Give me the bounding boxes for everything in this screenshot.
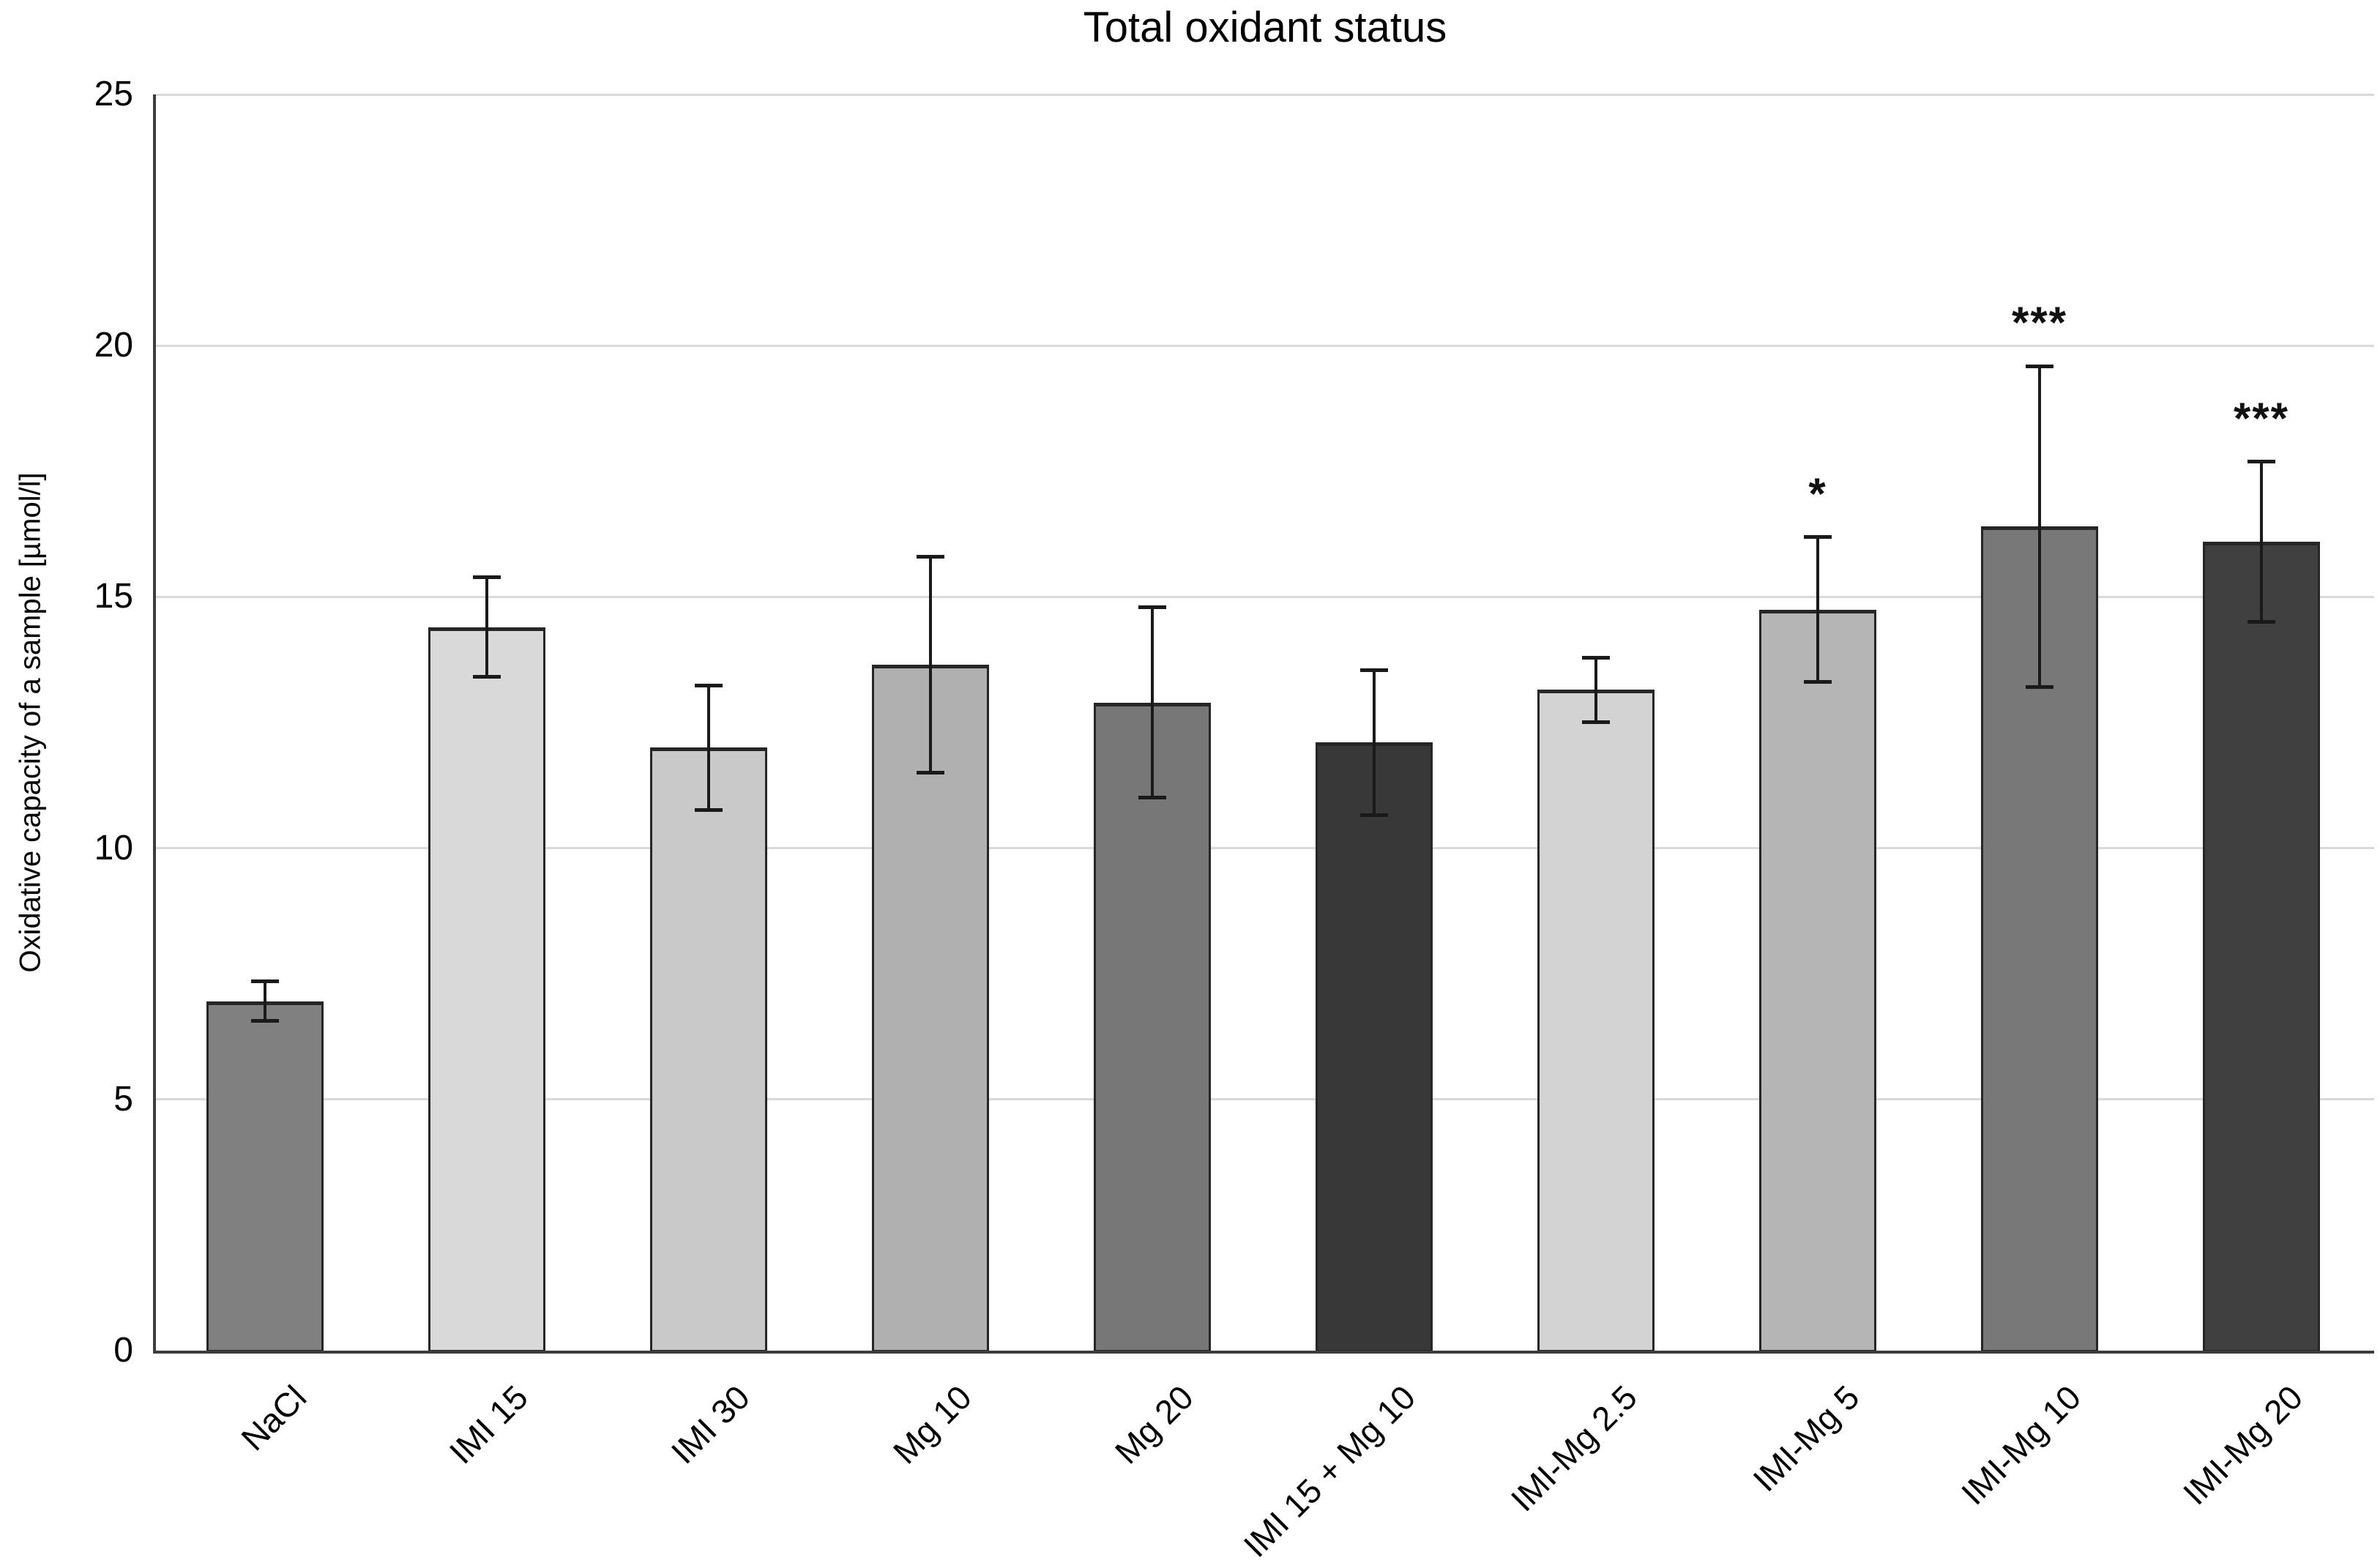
bar-imi-15-mg-10: [1316, 742, 1433, 1352]
error-bar-cap-top: [1804, 535, 1832, 540]
error-bar-line: [1594, 657, 1597, 723]
error-bar-cap-bottom: [917, 770, 944, 775]
error-bar-cap-bottom: [1138, 795, 1166, 799]
bar-imi-30: [650, 747, 767, 1352]
x-axis-tick-label: IMI-Mg 20: [2175, 1378, 2310, 1512]
error-bar-cap-bottom: [1360, 813, 1388, 817]
error-bar-cap-top: [1582, 655, 1610, 660]
y-axis-tick-label: 5: [113, 1079, 133, 1119]
x-axis-tick-label: NaCl: [233, 1378, 314, 1458]
x-axis-tick-label: IMI-Mg 10: [1953, 1378, 2089, 1512]
x-axis-tick-label: IMI 15: [441, 1378, 536, 1471]
error-bar-line: [485, 576, 488, 678]
x-axis-tick-label: IMI 15 + Mg 10: [1236, 1378, 1423, 1560]
gridline: [156, 93, 2374, 96]
significance-marker: ***: [2233, 393, 2290, 443]
error-bar-cap-bottom: [1582, 720, 1610, 724]
x-axis-tick-label: Mg 10: [885, 1378, 980, 1471]
error-bar-cap-top: [473, 575, 501, 579]
y-axis-tick-label: 15: [94, 577, 133, 616]
error-bar-cap-top: [2026, 364, 2053, 368]
bar-imi-mg-20: [2203, 541, 2320, 1352]
error-bar-cap-bottom: [2026, 684, 2053, 689]
y-axis-tick-label: 25: [94, 75, 133, 113]
error-bar-cap-bottom: [695, 808, 723, 813]
error-bar-line: [2260, 461, 2263, 622]
error-bar-cap-top: [917, 555, 944, 559]
error-bar-line: [707, 684, 710, 811]
gridline: [156, 595, 2374, 598]
error-bar-line: [1151, 607, 1154, 798]
bar-imi-15: [428, 627, 545, 1352]
error-bar-line: [929, 556, 932, 773]
error-bar-cap-top: [251, 979, 279, 984]
y-axis-title: Oxidative capacity of a sample [µmol/l]: [14, 472, 47, 973]
x-axis-tick-label: IMI 30: [663, 1378, 758, 1471]
error-bar-line: [2038, 365, 2041, 687]
x-axis-tick-label: IMI-Mg 2.5: [1503, 1378, 1645, 1519]
error-bar-line: [1816, 537, 1819, 683]
x-axis-tick-label: Mg 20: [1107, 1378, 1201, 1471]
error-bar-line: [264, 981, 266, 1022]
gridline: [156, 847, 2374, 850]
y-axis-line: [153, 94, 156, 1354]
bar-imi-mg-2-5: [1537, 690, 1655, 1352]
error-bar-cap-bottom: [1804, 680, 1832, 684]
gridline: [156, 344, 2374, 347]
significance-marker: *: [1808, 469, 1827, 518]
error-bar-cap-top: [1138, 605, 1166, 610]
error-bar-cap-bottom: [251, 1019, 279, 1023]
bar-nacl: [206, 1001, 324, 1352]
bar-mg-20: [1094, 702, 1211, 1352]
gridline: [156, 1098, 2374, 1101]
x-axis-tick-label: IMI-Mg 5: [1745, 1378, 1867, 1499]
y-axis-tick-label: 20: [94, 326, 133, 365]
chart-title: Total oxidant status: [1083, 4, 1447, 51]
error-bar-line: [1373, 669, 1376, 816]
error-bar-cap-bottom: [2247, 619, 2275, 624]
error-bar-cap-top: [1360, 668, 1388, 672]
error-bar-cap-bottom: [473, 675, 501, 679]
y-axis-tick-label: 10: [94, 828, 133, 867]
error-bar-cap-top: [695, 683, 723, 687]
y-axis-tick-label: 0: [113, 1331, 133, 1370]
bar-imi-mg-5: [1759, 609, 1876, 1352]
significance-marker: ***: [2011, 298, 2068, 348]
error-bar-cap-top: [2247, 460, 2275, 464]
x-axis-line: [153, 1351, 2374, 1354]
